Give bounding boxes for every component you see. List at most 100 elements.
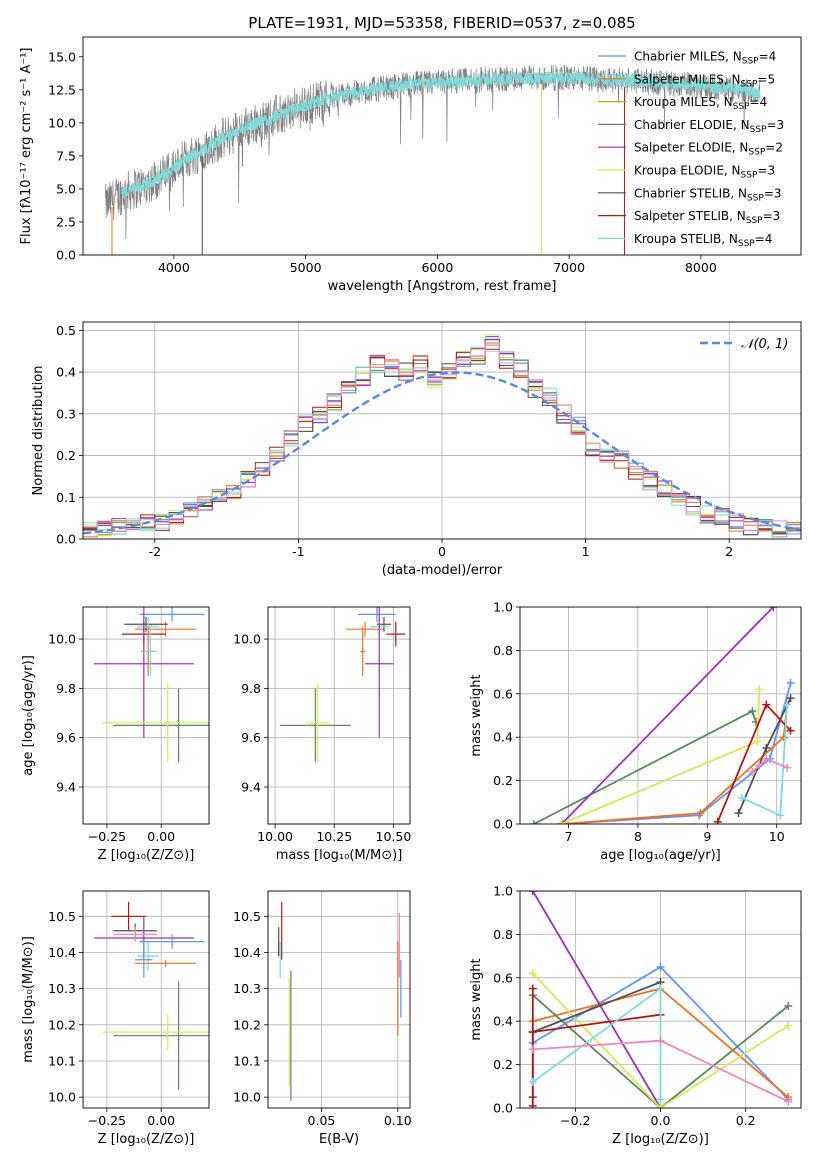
x-tick-label: 10.25 — [316, 829, 352, 844]
y-tick-label: 10.2 — [233, 1017, 261, 1032]
spectrum-data-line — [105, 64, 761, 240]
plus-marker — [776, 811, 785, 820]
data-point-errorbar — [135, 959, 196, 967]
x-tick-label: 4000 — [158, 260, 190, 275]
panel-massweight-vs-Z: −0.2 0.0 0.2 0.0 0.2 0.4 0.6 0.8 1.0 Z [log₁₀(Z/Z… — [469, 884, 802, 1147]
histogram-step-line — [83, 339, 801, 536]
legend-subscript: SSP — [733, 102, 750, 112]
panel-spectrum: 4000 5000 6000 7000 8000 0.0 2.5 5.0 7.5 10.0 12.5… — [19, 14, 802, 294]
y-tick-label: 10.2 — [48, 1017, 76, 1032]
x-axis-label: Z [log₁₀(Z/Z⊙)] — [612, 1132, 709, 1147]
histogram-step-line — [83, 346, 801, 538]
y-tick-label: 10.1 — [233, 1053, 261, 1068]
data-point-errorbar — [135, 941, 153, 978]
y-tick-label: 10.3 — [48, 981, 76, 996]
x-axis-label: Z [log₁₀(Z/Z⊙)] — [98, 1132, 195, 1147]
x-axis-label: mass [log₁₀(M/M⊙)] — [276, 848, 403, 863]
legend-entry: Salpeter STELIB, NSSP=3 — [634, 209, 780, 226]
legend-label: Salpeter MILES, N — [634, 72, 741, 86]
panel-residuals: -2 -1 0 1 2 0.0 0.1 0.2 0.3 0.4 0.5 (data-model)/er… — [31, 321, 802, 578]
legend-entry: Kroupa ELODIE, NSSP=3 — [634, 164, 775, 181]
legend-entry: Chabrier STELIB, NSSP=3 — [634, 186, 782, 203]
legend-nssp: =3 — [763, 209, 781, 223]
plus-marker — [656, 1104, 665, 1108]
plus-marker — [769, 607, 778, 611]
data-point-errorbar — [139, 934, 205, 949]
legend-subscript: SSP — [750, 125, 767, 135]
data-point-errorbar — [365, 607, 394, 738]
y-tick-label: 10.0 — [48, 1090, 76, 1105]
x-tick-label: 0.00 — [147, 1113, 175, 1128]
y-tick-label: 0.3 — [56, 406, 76, 421]
data-point-errorbar — [113, 688, 209, 763]
histogram-step-line — [83, 342, 801, 532]
x-axis-label: (data-model)/error — [382, 563, 503, 578]
y-tick-label: 2.5 — [56, 214, 76, 229]
axes-frame — [82, 606, 210, 825]
x-axis-label: Z [log₁₀(Z/Z⊙)] — [98, 848, 195, 863]
plus-marker — [656, 1036, 665, 1045]
x-tick-label: 0 — [438, 544, 446, 559]
x-tick-label: 8 — [634, 829, 642, 844]
legend-nssp: =2 — [765, 141, 783, 155]
mass-weight-line — [561, 682, 792, 824]
legend-entry: Salpeter ELODIE, NSSP=2 — [634, 141, 783, 158]
y-tick-label: 0.5 — [56, 323, 76, 338]
y-tick-label: 9.6 — [56, 730, 76, 745]
plus-marker — [528, 1077, 537, 1086]
plus-marker — [783, 700, 792, 709]
plus-marker — [762, 700, 771, 709]
plus-marker — [734, 809, 743, 818]
x-axis-label: wavelength [Angstrom, rest frame] — [328, 279, 557, 294]
y-tick-label: 10.4 — [233, 945, 261, 960]
x-axis-label: E(B-V) — [319, 1132, 359, 1147]
y-tick-label: 0.2 — [56, 448, 76, 463]
plus-marker — [528, 1045, 537, 1054]
y-tick-label: 0.0 — [493, 1101, 513, 1116]
y-tick-label: 9.8 — [241, 681, 261, 696]
data-point-errorbar — [305, 683, 330, 763]
x-tick-label: 0.05 — [308, 1113, 336, 1128]
plot-area — [83, 891, 209, 1108]
x-tick-label: 2 — [725, 544, 733, 559]
data-point-errorbar — [346, 621, 384, 637]
y-tick-label: 5.0 — [56, 181, 76, 196]
legend-nssp: =3 — [764, 186, 782, 200]
legend-nssp: =3 — [766, 118, 784, 132]
data-point-errorbar — [113, 981, 209, 1090]
y-axis-label: Normed distribution — [31, 366, 46, 496]
data-point-errorbar — [111, 901, 146, 931]
mass-weight-line — [532, 994, 789, 1108]
y-tick-label: 10.4 — [48, 945, 76, 960]
x-tick-label: 7 — [565, 829, 573, 844]
x-tick-label: 9 — [703, 829, 711, 844]
plus-marker — [656, 984, 665, 993]
plot-area — [520, 891, 801, 1108]
x-tick-label: 10.50 — [376, 829, 412, 844]
plus-marker — [528, 1101, 537, 1108]
legend-entry: Chabrier MILES, NSSP=4 — [634, 50, 776, 67]
legend-label: Kroupa STELIB, N — [634, 232, 738, 246]
legend-nssp: =4 — [750, 95, 768, 109]
axes-frame — [519, 606, 802, 825]
x-tick-label: 5000 — [290, 260, 322, 275]
x-tick-label: 6000 — [421, 260, 453, 275]
panel-age-vs-mass: 10.00 10.25 10.50 9.4 9.6 9.8 10.0 mass [log₁₀(… — [233, 606, 412, 863]
y-tick-label: 1.0 — [493, 884, 513, 899]
y-tick-label: 15.0 — [48, 49, 76, 64]
x-tick-label: 10 — [769, 829, 785, 844]
data-point-errorbar — [139, 607, 205, 622]
axes-frame — [82, 890, 210, 1109]
plus-marker — [784, 1002, 793, 1011]
plus-marker — [656, 1095, 665, 1104]
data-point-errorbar — [143, 626, 157, 677]
x-axis-label: age [log₁₀(age/yr)] — [600, 848, 721, 863]
y-tick-label: 10.3 — [233, 981, 261, 996]
data-point-errorbar — [102, 1013, 209, 1051]
legend-entry: Salpeter MILES, NSSP=5 — [634, 72, 775, 89]
y-tick-label: 0.6 — [493, 686, 513, 701]
legend-nssp: =4 — [759, 50, 777, 64]
y-tick-label: 10.0 — [48, 115, 76, 130]
plus-marker — [557, 820, 566, 824]
